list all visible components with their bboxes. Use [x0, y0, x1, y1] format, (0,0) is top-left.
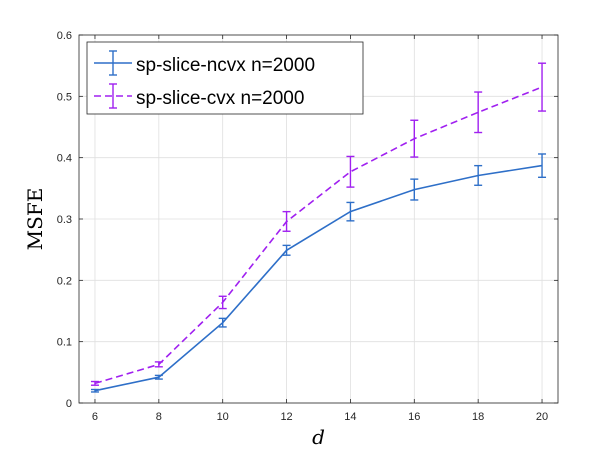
legend-box	[86, 41, 364, 115]
legend-entry-2: sp-slice-cvx n=2000	[94, 83, 304, 109]
error-bar	[218, 295, 227, 310]
error-bar	[346, 155, 355, 188]
x-tick-label: 12	[280, 411, 292, 423]
x-tick-label: 16	[408, 411, 420, 423]
error-bar	[538, 62, 547, 112]
error-bar	[154, 374, 163, 380]
error-bar	[282, 244, 291, 256]
error-bar	[410, 178, 419, 201]
x-axis-ticks: 6 8 10 12 14 16 18 20	[92, 35, 548, 423]
error-bar	[538, 153, 547, 178]
x-tick-label: 8	[156, 411, 162, 423]
error-bar	[474, 91, 483, 134]
y-tick-label: 0.2	[57, 275, 72, 287]
error-bar	[90, 380, 99, 386]
legend-label-ncvx: sp-slice-ncvx n=2000	[136, 55, 315, 76]
legend-entry-1: sp-slice-ncvx n=2000	[94, 50, 315, 76]
error-bar	[474, 164, 483, 186]
error-bar	[154, 361, 163, 368]
series-layer	[90, 62, 547, 393]
error-bar	[218, 317, 227, 328]
x-tick-label: 14	[344, 411, 356, 423]
y-tick-label: 0.1	[57, 337, 72, 349]
series-2	[90, 62, 547, 386]
error-bar	[90, 388, 99, 393]
y-axis-ticks: 0 0.1 0.2 0.3 0.4 0.5 0.6	[57, 30, 558, 410]
legend-label-cvx: sp-slice-cvx n=2000	[136, 88, 304, 109]
y-tick-label: 0.4	[57, 153, 72, 165]
error-bar	[346, 201, 355, 222]
legend-marker-cvx	[94, 83, 132, 109]
x-tick-label: 20	[536, 411, 548, 423]
y-tick-label: 0.3	[57, 214, 72, 226]
x-tick-label: 18	[472, 411, 484, 423]
x-tick-label: 10	[217, 411, 229, 423]
series-line	[94, 86, 543, 385]
y-tick-label: 0.6	[57, 30, 72, 42]
legend-marker-ncvx	[94, 50, 132, 76]
legend: sp-slice-ncvx n=2000 sp-slice-cvx n=2000	[86, 41, 364, 115]
x-axis-label: d	[312, 425, 325, 449]
y-tick-label: 0	[66, 398, 72, 410]
error-bar	[410, 119, 419, 158]
x-tick-label: 6	[92, 411, 98, 423]
y-tick-label: 0.5	[57, 91, 72, 103]
series-1	[90, 153, 547, 393]
error-bar	[282, 210, 291, 232]
series-line	[94, 164, 543, 392]
y-axis-label: MSFE	[23, 188, 47, 251]
